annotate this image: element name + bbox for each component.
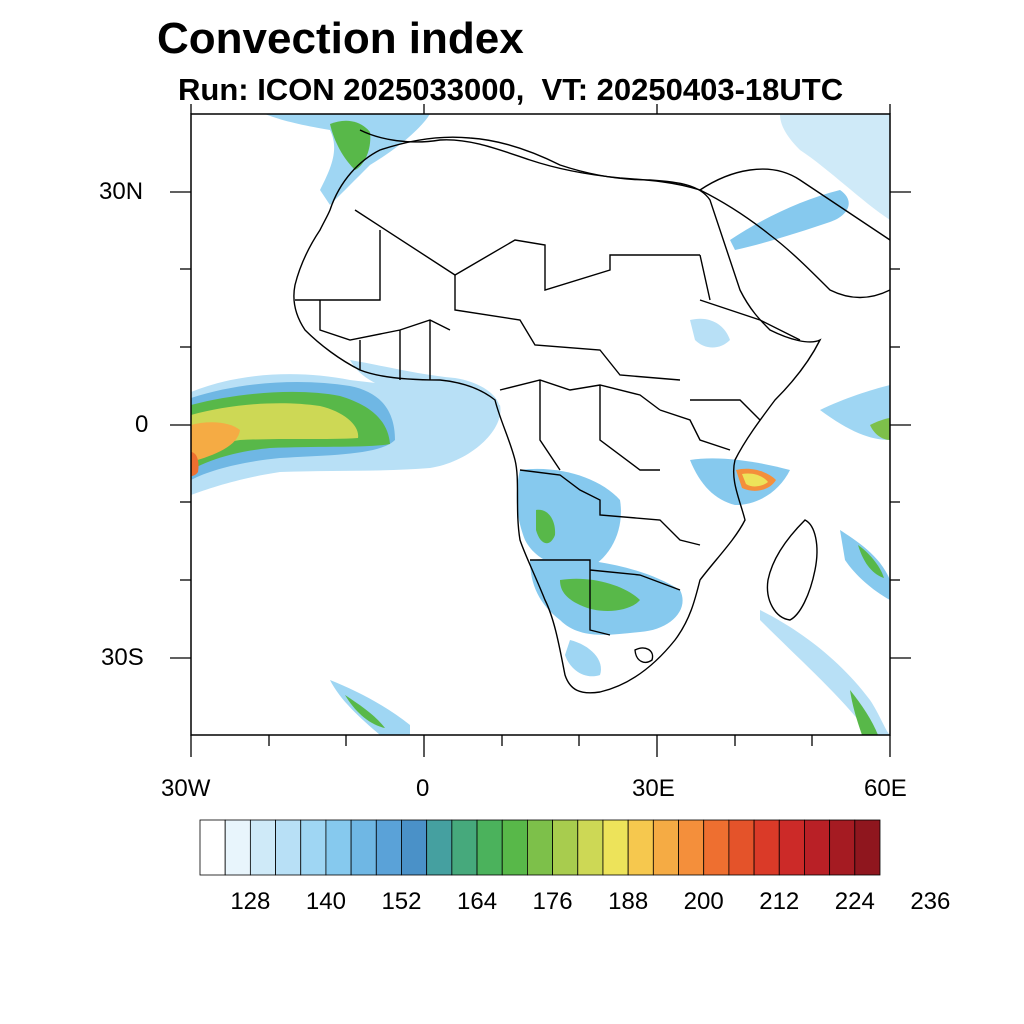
convection-field (191, 114, 890, 735)
convection-region-indian-ocean-ne-green (870, 418, 890, 440)
convection-region-arabia (730, 190, 849, 250)
lat-label-30s: 30S (101, 644, 144, 671)
lat-label-30n: 30N (99, 178, 144, 205)
axis-ticks (170, 104, 911, 757)
colorbar-swatch (577, 819, 604, 876)
lon-label-0: 0 (416, 775, 430, 802)
map-title: Convection index (157, 14, 524, 63)
colorbar-swatch (300, 819, 327, 876)
convection-region-southwest-band (330, 680, 410, 735)
colorbar-swatch (728, 819, 755, 876)
colorbar-swatch (501, 819, 528, 876)
colorbar-swatch (854, 819, 881, 876)
madagascar-coastline (766, 519, 818, 621)
arabia-coastline (699, 168, 890, 299)
colorbar-swatch (451, 819, 478, 876)
border-east (659, 254, 801, 451)
colorbar-swatch (627, 819, 654, 876)
colorbar-swatch (375, 819, 402, 876)
convection-region-angola (516, 468, 621, 570)
colorbar-swatch (778, 819, 805, 876)
colorbar-tick-label: 236 (910, 888, 951, 915)
colorbar-swatch (829, 819, 856, 876)
colorbar-swatch (476, 819, 503, 876)
convection-region-madagascar-east-green (858, 545, 884, 578)
colorbar-swatch (275, 819, 302, 876)
border-sahel (295, 230, 681, 381)
colorbar-swatch (325, 819, 352, 876)
convection-region-south-africa-low (565, 640, 601, 677)
colorbar-swatch (678, 819, 705, 876)
colorbar-swatch (552, 819, 579, 876)
convection-region-ethiopia (690, 318, 730, 348)
lesotho-outline (634, 647, 654, 663)
border-west (319, 300, 451, 380)
colorbar-swatch (350, 819, 377, 876)
colorbar-tick-label: 200 (683, 888, 724, 915)
colorbar-swatch (703, 819, 730, 876)
convection-region-atlantic-orange (191, 422, 240, 462)
colorbar-tick-label: 188 (608, 888, 649, 915)
convection-region-southeast-band (760, 610, 890, 735)
colorbar-tick-label: 224 (834, 888, 875, 915)
colorbar-tick-label: 212 (759, 888, 800, 915)
colorbar-swatch (224, 819, 251, 876)
colorbar-swatch (199, 819, 226, 876)
convection-region-angola-green (536, 509, 556, 544)
convection-region-madagascar-east (840, 530, 890, 600)
mediterranean-coastline (359, 129, 701, 191)
convection-region-atlantic-red (191, 452, 199, 476)
colorbar-swatch (527, 819, 553, 876)
colorbar-swatch (652, 819, 679, 876)
lon-label-60e: 60E (864, 775, 907, 802)
convection-region-south-africa-green (560, 578, 640, 612)
colorbar-swatch (753, 819, 780, 876)
convection-region-arabia-north (780, 114, 890, 220)
colorbar-swatch (426, 819, 453, 876)
convection-region-morocco-green (330, 120, 371, 170)
colorbar-swatch (249, 819, 276, 876)
colorbar-tick-label: 140 (305, 888, 346, 915)
convection-region-west-africa (350, 360, 500, 410)
lon-label-30w: 30W (161, 775, 211, 802)
colorbar-tick-label: 152 (381, 888, 422, 915)
convection-region-southwest-band-green (345, 695, 385, 728)
colorbar-tick-label: 164 (457, 888, 498, 915)
convection-region-atlantic-yellow (191, 403, 359, 458)
border-central (499, 379, 661, 471)
coastlines (293, 129, 890, 694)
colorbar-tick-label: 176 (532, 888, 573, 915)
map-subtitle: Run: ICON 2025033000, VT: 20250403-18UTC (178, 72, 844, 107)
colorbar-swatch (602, 819, 629, 876)
colorbar-tick-label: 128 (230, 888, 271, 915)
lon-label-30e: 30E (632, 775, 675, 802)
colorbar-swatch (401, 819, 428, 876)
colorbar-swatch (804, 819, 831, 876)
border-sahara (354, 209, 700, 291)
convection-region-tanzania-yellow (742, 473, 768, 487)
colorbar (199, 819, 881, 876)
convection-region-southeast-band-green (850, 690, 878, 735)
lat-label-0: 0 (135, 411, 149, 438)
border-south (519, 469, 701, 636)
